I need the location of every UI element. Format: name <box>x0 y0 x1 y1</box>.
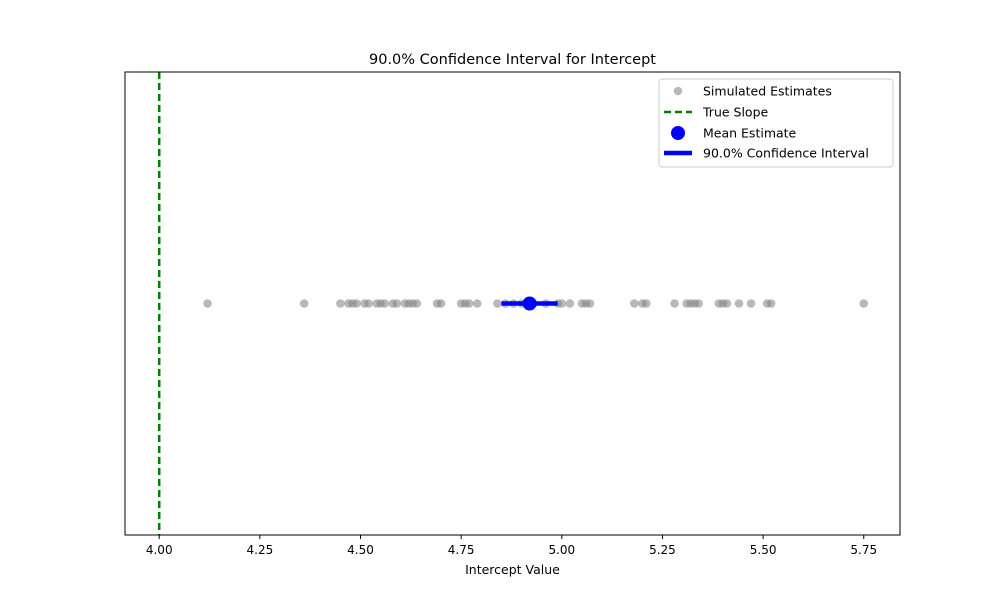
legend-box <box>658 78 894 168</box>
legend-entry-label: True Slope <box>702 105 769 120</box>
scatter-point <box>565 299 575 308</box>
x-tick-label: 5.25 <box>649 543 676 557</box>
plot-layer <box>157 72 869 535</box>
x-tick-label: 4.50 <box>347 543 374 557</box>
scatter-point <box>746 299 756 308</box>
scatter-point <box>642 299 651 308</box>
legend-mean-marker <box>671 126 685 140</box>
scatter-point <box>557 299 567 308</box>
legend-entry-label: Mean Estimate <box>703 126 797 141</box>
scatter-point <box>299 299 309 308</box>
x-tick-label: 4.75 <box>448 543 475 557</box>
scatter-point <box>766 299 776 308</box>
chart-title: 90.0% Confidence Interval for Intercept <box>369 52 656 68</box>
scatter-point <box>336 299 345 308</box>
x-tick-label: 4.25 <box>247 543 274 557</box>
scatter-point <box>734 299 744 308</box>
scatter-point <box>493 299 502 308</box>
legend-entry-label: 90.0% Confidence Interval <box>703 146 869 161</box>
scatter-point <box>629 299 639 308</box>
scatter-point <box>412 299 422 308</box>
plot-area-frame <box>124 71 901 536</box>
scatter-point <box>694 299 704 308</box>
scatter-point <box>392 299 402 308</box>
x-tick-label: 4.00 <box>146 543 173 557</box>
legend-entry-label: Simulated Estimates <box>703 84 832 99</box>
scatter-point <box>585 299 595 308</box>
scatter-point <box>722 299 732 308</box>
x-axis-label: Intercept Value <box>465 562 560 577</box>
scatter-point <box>670 299 679 308</box>
scatter-point <box>436 299 446 308</box>
legend-scatter-marker <box>673 86 683 96</box>
scatter-point <box>364 299 373 308</box>
x-tick-label: 5.75 <box>850 543 877 557</box>
scatter-point <box>380 299 389 308</box>
scatter-point <box>859 299 869 308</box>
x-tick-label: 5.00 <box>548 543 575 557</box>
x-tick-label: 5.50 <box>750 543 777 557</box>
mean-estimate-point <box>522 296 537 311</box>
scatter-point <box>472 299 482 308</box>
legend: Simulated Estimates True Slope Mean Estima… <box>658 78 894 168</box>
scatter-point <box>352 299 361 308</box>
scatter-point <box>464 299 474 308</box>
x-axis: 4.00 4.25 4.50 4.75 5.00 5.25 5.50 5.75 <box>146 535 877 557</box>
scatter-point <box>203 299 212 308</box>
